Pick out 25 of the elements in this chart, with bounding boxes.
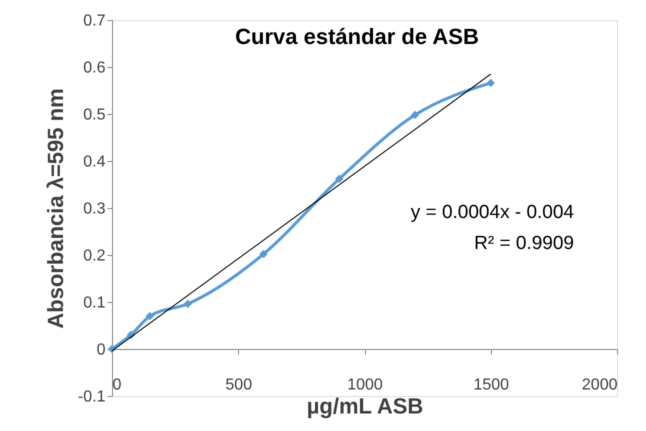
- point: [335, 174, 344, 184]
- x-tick-label: 0: [112, 376, 122, 394]
- y-axis-title: Absorbancia λ=595 nm: [42, 88, 68, 329]
- y-tick-label: 0.7: [83, 12, 106, 30]
- x-tick-label: 1500: [473, 376, 510, 394]
- y-tick-label: 0.6: [83, 60, 106, 76]
- x-axis-title: µg/mL ASB: [306, 394, 424, 418]
- x-tick-label: 1000: [347, 376, 383, 394]
- point: [184, 300, 192, 308]
- y-tick-label: -0.1: [78, 388, 106, 406]
- x-tick-label: 500: [225, 376, 252, 394]
- annotation: y = 0.0004x - 0.004: [410, 202, 574, 223]
- y-tick-label: 0.3: [83, 200, 106, 218]
- point: [146, 312, 154, 320]
- point: [486, 78, 495, 88]
- y-tick-label: 0.4: [83, 154, 106, 170]
- y-tick-label: 0: [96, 342, 106, 358]
- chart-title: Curva estándar de ASB: [235, 24, 479, 49]
- y-tick-label: 0.5: [83, 106, 106, 124]
- point: [410, 110, 420, 120]
- y-tick-label: 0.2: [83, 248, 106, 264]
- point: [259, 250, 268, 258]
- x-tick-label: 2000: [582, 376, 618, 394]
- annotation: R² = 0.9909: [474, 233, 574, 254]
- y-tick-label: 0.1: [83, 294, 106, 312]
